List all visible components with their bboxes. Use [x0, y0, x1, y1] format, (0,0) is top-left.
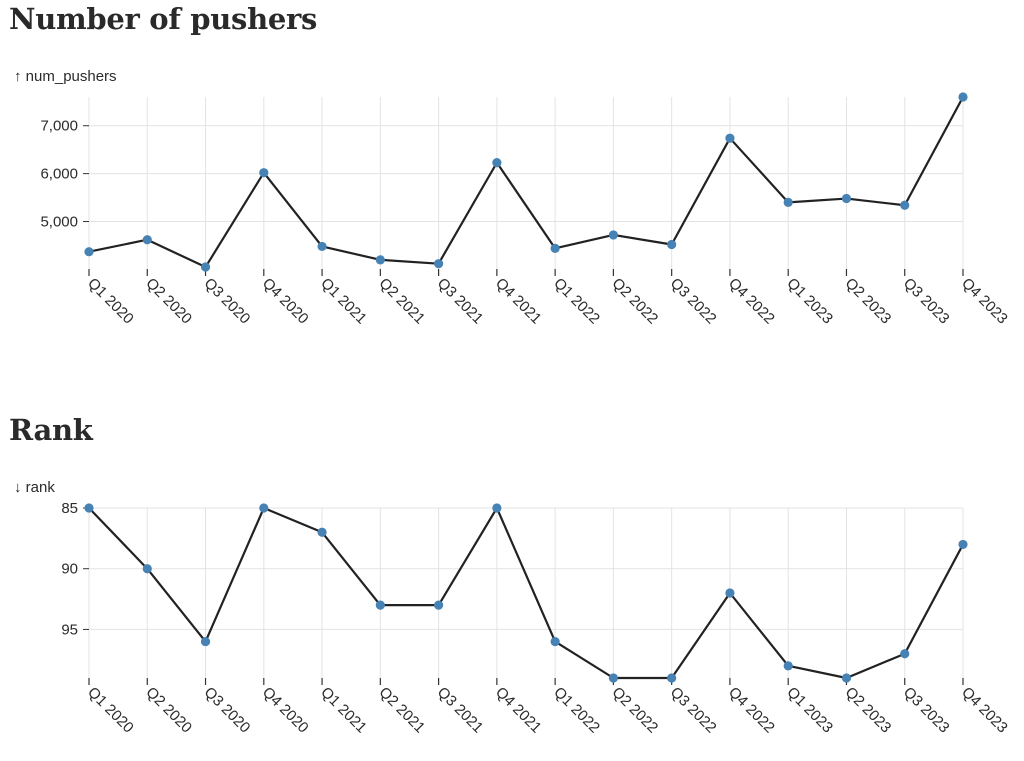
x-tick-label: Q2 2021: [376, 684, 429, 737]
data-point: [783, 197, 793, 207]
y-axis-label: ↓ rank: [14, 479, 55, 496]
x-tick-label: Q3 2020: [201, 684, 254, 737]
x-tick-label: Q3 2020: [201, 275, 254, 328]
x-tick-label: Q2 2022: [609, 684, 662, 737]
data-point: [608, 673, 619, 683]
x-tick-label: Q1 2023: [783, 684, 836, 737]
x-tick-label: Q1 2021: [317, 684, 370, 737]
data-point: [841, 193, 852, 204]
data-point: [608, 230, 619, 240]
data-point: [259, 168, 269, 178]
data-point: [434, 600, 444, 610]
x-tick-label: Q3 2021: [434, 275, 487, 328]
data-point: [317, 527, 327, 537]
data-point: [375, 600, 385, 610]
x-tick-label: Q4 2023: [958, 275, 1011, 328]
x-tick-label: Q4 2022: [725, 684, 778, 737]
chart-title: Rank: [9, 413, 93, 447]
x-tick-label: Q4 2022: [725, 275, 778, 328]
data-point: [317, 241, 327, 252]
rank-chart-svg: ↓ rank 85 90 95 Q1 2020 Q2 2020 Q3 2020 Q4 2020…: [14, 479, 1011, 737]
data-point: [958, 539, 968, 550]
x-tick-label: Q2 2021: [376, 275, 429, 328]
x-tick-label: Q4 2021: [492, 684, 545, 737]
x-tick-label: Q4 2021: [492, 275, 545, 328]
y-tick-label: 95: [61, 621, 78, 638]
y-tick-label: 85: [61, 500, 78, 517]
data-point: [900, 200, 910, 210]
y-tick-label: 7,000: [40, 118, 78, 135]
x-tick-label: Q2 2023: [842, 275, 895, 328]
data-point: [492, 158, 502, 168]
x-tick-label: Q1 2023: [783, 275, 836, 328]
data-point: [841, 673, 852, 683]
x-tick-label: Q3 2021: [434, 684, 487, 737]
data-point: [725, 588, 735, 598]
x-tick-label: Q2 2022: [609, 275, 662, 328]
x-tick-label: Q3 2023: [900, 684, 953, 737]
data-point: [84, 247, 94, 257]
data-point: [142, 564, 152, 574]
data-point: [375, 255, 385, 265]
series-line: [88, 506, 964, 680]
data-point: [434, 259, 444, 269]
data-point: [492, 503, 502, 513]
x-tick-label: Q1 2020: [84, 275, 137, 328]
data-point: [667, 239, 677, 250]
data-point: [550, 243, 560, 253]
data-point: [142, 235, 152, 245]
x-tick-label: Q1 2021: [317, 275, 370, 328]
data-point: [259, 503, 269, 513]
x-tick-label: Q4 2023: [958, 684, 1011, 737]
series-line: [88, 96, 964, 269]
y-tick-label: 90: [61, 561, 78, 578]
x-tick-label: Q3 2022: [667, 275, 720, 328]
data-point: [958, 92, 968, 102]
y-tick-label: 5,000: [40, 214, 78, 231]
x-tick-label: Q4 2020: [259, 275, 312, 328]
data-point: [783, 661, 793, 671]
y-tick-label: 6,000: [40, 166, 78, 183]
x-tick-label: Q2 2020: [142, 275, 195, 328]
x-tick-label: Q3 2022: [667, 684, 720, 737]
x-tick-label: Q3 2023: [900, 275, 953, 328]
data-point: [200, 636, 211, 647]
y-axis-label: ↑ num_pushers: [14, 68, 117, 85]
data-point: [725, 133, 735, 143]
pushers-chart: Number of pushers ↑ num_pushers 5,000 6,00…: [9, 2, 1011, 328]
x-tick-label: Q1 2020: [84, 684, 137, 737]
data-point: [667, 673, 677, 683]
data-point: [550, 636, 560, 647]
x-tick-label: Q2 2023: [842, 684, 895, 737]
data-point: [900, 649, 910, 659]
rank-chart: Rank ↓ rank 85 90 95 Q1 2020 Q2 2020 Q3 2020 Q4…: [0, 410, 1024, 761]
data-point: [84, 503, 94, 513]
data-point: [200, 262, 211, 272]
x-tick-label: Q4 2020: [259, 684, 312, 737]
chart-title: Number of pushers: [9, 2, 318, 36]
x-tick-label: Q1 2022: [550, 684, 603, 737]
x-tick-label: Q2 2020: [142, 684, 195, 737]
x-tick-label: Q1 2022: [550, 275, 603, 328]
